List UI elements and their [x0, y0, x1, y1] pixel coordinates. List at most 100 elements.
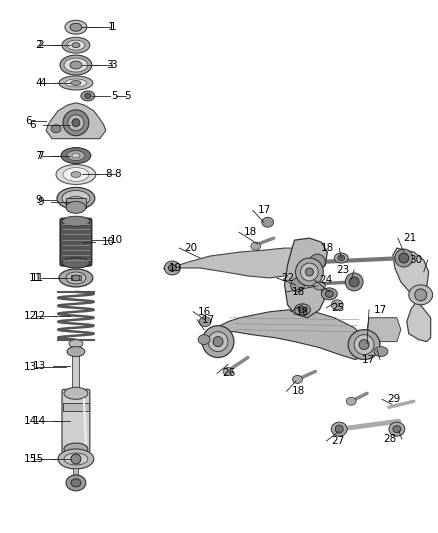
- Text: 20: 20: [184, 243, 198, 253]
- Ellipse shape: [251, 242, 261, 250]
- Ellipse shape: [59, 76, 93, 90]
- Ellipse shape: [409, 285, 433, 305]
- Ellipse shape: [389, 422, 405, 436]
- Polygon shape: [210, 310, 369, 360]
- Text: 10: 10: [110, 235, 123, 245]
- Ellipse shape: [300, 263, 318, 281]
- Ellipse shape: [164, 261, 180, 275]
- Text: 5: 5: [112, 91, 118, 101]
- Text: 17: 17: [202, 314, 215, 325]
- Text: 10: 10: [102, 237, 115, 247]
- Ellipse shape: [62, 37, 90, 53]
- Ellipse shape: [415, 289, 427, 301]
- Text: 18: 18: [292, 287, 305, 297]
- Ellipse shape: [70, 23, 82, 31]
- Ellipse shape: [208, 332, 228, 352]
- Ellipse shape: [334, 253, 348, 263]
- Ellipse shape: [399, 253, 409, 263]
- Ellipse shape: [296, 258, 323, 286]
- Text: 9: 9: [38, 197, 44, 207]
- Ellipse shape: [349, 277, 359, 287]
- Text: 27: 27: [331, 436, 345, 446]
- Ellipse shape: [67, 40, 85, 50]
- Text: 3: 3: [106, 60, 113, 70]
- Ellipse shape: [298, 307, 307, 313]
- Text: 3: 3: [110, 60, 117, 70]
- Text: 23: 23: [336, 265, 349, 275]
- Ellipse shape: [62, 190, 90, 206]
- Ellipse shape: [56, 165, 96, 184]
- Text: 8: 8: [106, 169, 113, 180]
- Ellipse shape: [202, 326, 234, 358]
- Ellipse shape: [309, 254, 325, 270]
- Text: 26: 26: [222, 368, 235, 378]
- Ellipse shape: [85, 93, 91, 99]
- Text: 28: 28: [384, 434, 397, 444]
- Ellipse shape: [374, 346, 388, 357]
- Text: 18: 18: [244, 227, 257, 237]
- Ellipse shape: [305, 268, 314, 276]
- Ellipse shape: [199, 317, 211, 327]
- Text: 6: 6: [29, 120, 36, 130]
- Ellipse shape: [71, 479, 81, 487]
- Text: 14: 14: [33, 416, 46, 426]
- Ellipse shape: [314, 282, 325, 290]
- Ellipse shape: [67, 346, 85, 357]
- Ellipse shape: [168, 264, 176, 271]
- Ellipse shape: [62, 258, 90, 268]
- Text: 30: 30: [410, 255, 423, 265]
- Ellipse shape: [325, 290, 333, 297]
- Text: 14: 14: [24, 416, 37, 426]
- Text: 7: 7: [38, 151, 44, 160]
- Ellipse shape: [67, 151, 85, 160]
- Ellipse shape: [321, 288, 337, 300]
- Ellipse shape: [64, 387, 88, 399]
- Ellipse shape: [57, 188, 95, 209]
- Bar: [66, 198, 86, 208]
- Text: 5: 5: [124, 91, 131, 101]
- Text: 19: 19: [168, 263, 182, 273]
- Text: 4: 4: [39, 78, 46, 88]
- Text: 13: 13: [24, 362, 37, 373]
- Ellipse shape: [331, 300, 343, 310]
- Ellipse shape: [359, 340, 369, 350]
- Ellipse shape: [64, 443, 88, 455]
- Ellipse shape: [331, 422, 347, 436]
- Text: 16: 16: [198, 307, 212, 317]
- Ellipse shape: [335, 425, 343, 433]
- Text: 15: 15: [31, 454, 44, 464]
- Ellipse shape: [51, 125, 61, 133]
- Ellipse shape: [63, 110, 89, 136]
- Ellipse shape: [293, 375, 303, 383]
- Ellipse shape: [338, 255, 345, 261]
- Text: 6: 6: [25, 116, 32, 126]
- Text: 1: 1: [108, 22, 114, 33]
- Ellipse shape: [64, 453, 88, 465]
- Ellipse shape: [72, 119, 80, 127]
- Ellipse shape: [393, 426, 401, 433]
- Ellipse shape: [290, 278, 304, 292]
- Text: 2: 2: [35, 40, 42, 50]
- Ellipse shape: [59, 269, 93, 287]
- Ellipse shape: [65, 79, 87, 87]
- Ellipse shape: [66, 272, 86, 284]
- FancyBboxPatch shape: [60, 218, 92, 266]
- Ellipse shape: [213, 337, 223, 346]
- Polygon shape: [170, 248, 309, 278]
- Ellipse shape: [66, 201, 86, 213]
- Ellipse shape: [223, 367, 233, 375]
- Polygon shape: [367, 318, 401, 342]
- Ellipse shape: [71, 454, 81, 464]
- Ellipse shape: [61, 148, 91, 164]
- Bar: [74, 468, 78, 480]
- Polygon shape: [285, 238, 327, 318]
- Text: 11: 11: [31, 273, 44, 283]
- Ellipse shape: [64, 58, 88, 72]
- Text: 17: 17: [362, 354, 375, 365]
- Ellipse shape: [69, 340, 83, 348]
- Ellipse shape: [262, 217, 274, 227]
- Ellipse shape: [63, 167, 89, 181]
- Ellipse shape: [68, 115, 84, 131]
- Text: 18: 18: [292, 386, 305, 397]
- Ellipse shape: [346, 397, 356, 405]
